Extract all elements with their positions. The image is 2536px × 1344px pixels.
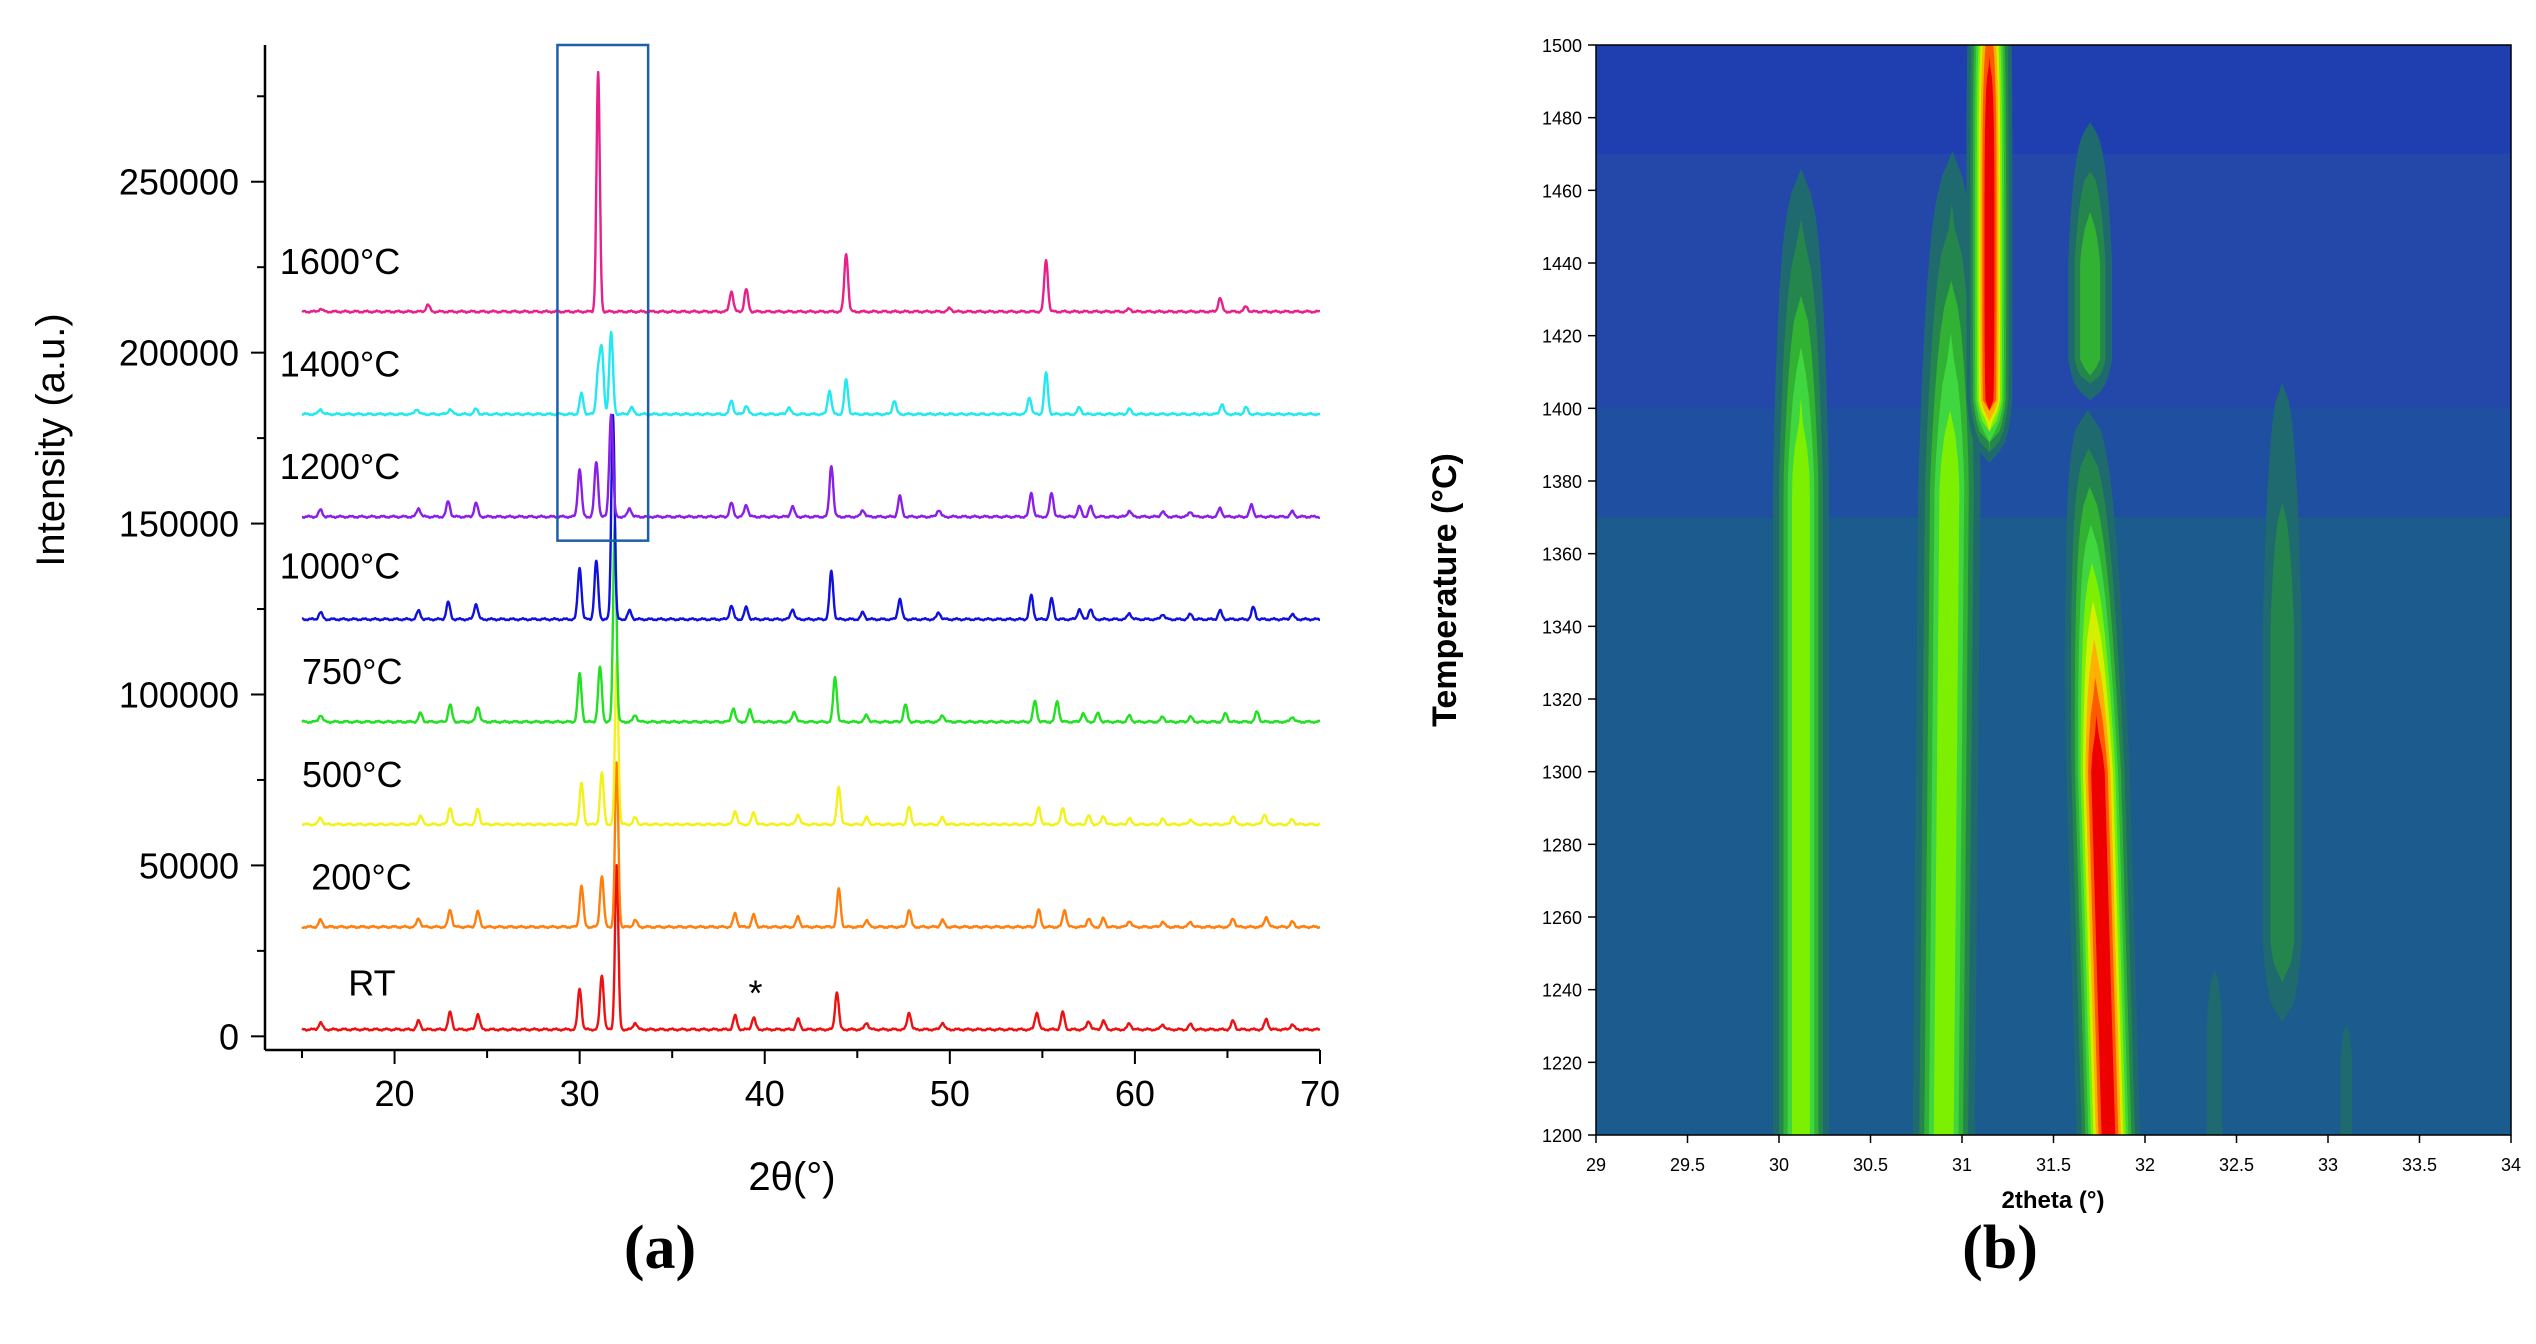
y-tick-label: 1420	[1542, 327, 1582, 347]
series-line	[301, 413, 1320, 622]
series-label: 500°C	[302, 754, 402, 795]
y-tick-label: 150000	[119, 504, 239, 545]
panel-b-chart: 29 29.5 30 30.5 31 31.5 32 32.5 33 33.5 34 1200 122…	[1426, 36, 2521, 1282]
series-label: 1000°C	[280, 545, 400, 586]
y-tick-label: 1260	[1542, 908, 1582, 928]
series-label: 1400°C	[280, 344, 400, 385]
x-tick-label: 33	[2318, 1155, 2338, 1175]
xrd-series-group	[301, 70, 1320, 1032]
x-axis-label: 2theta (°)	[2002, 1187, 2105, 1214]
y-tick-label: 1340	[1542, 617, 1582, 637]
heatmap-plot	[1596, 45, 2511, 1135]
contour-level	[1984, 45, 1995, 463]
annotations: *	[748, 973, 762, 1014]
y-tick-label: 1400	[1542, 399, 1582, 419]
series-line	[301, 864, 1320, 1032]
x-tick-label: 30.5	[1853, 1155, 1888, 1175]
x-axis-label: 2θ(°)	[748, 1155, 835, 1199]
series-label: 200°C	[311, 856, 411, 897]
temperature-band	[1596, 517, 2511, 1135]
series-label: 1200°C	[280, 446, 400, 487]
temperature-band	[1596, 154, 2511, 409]
x-tick-label: 31.5	[2036, 1155, 2071, 1175]
series-line	[301, 413, 1320, 519]
x-tick-label: 50	[930, 1073, 970, 1114]
y-axis-label: Intensity (a.u.)	[29, 313, 73, 566]
series-line	[301, 70, 1320, 314]
series-label: 750°C	[302, 651, 402, 692]
series-line	[301, 522, 1320, 725]
temperature-band	[1596, 408, 2511, 518]
x-tick-label: 30	[560, 1073, 600, 1114]
y-tick-label: 1380	[1542, 472, 1582, 492]
x-tick-label: 31	[1952, 1155, 1972, 1175]
series-labels: RT 200°C 500°C 750°C 1000°C 1200°C 1400°C 1600°…	[280, 241, 412, 1003]
x-tick-group: 29 29.5 30 30.5 31 31.5 32 32.5 33 33.5 34	[1586, 1135, 2521, 1175]
x-tick-label: 29.5	[1670, 1155, 1705, 1175]
x-tick-label: 32	[2135, 1155, 2155, 1175]
x-tick-label: 30	[1769, 1155, 1789, 1175]
x-tick-label: 34	[2501, 1155, 2521, 1175]
contour-level	[1792, 117, 1810, 1135]
y-tick-label: 1480	[1542, 109, 1582, 129]
y-tick-label: 1500	[1542, 36, 1582, 56]
y-tick-group: 1200 1220 1240 1260 1280 1300 1320 1340 1360 1380…	[1542, 36, 1596, 1146]
y-tick-label: 1320	[1542, 690, 1582, 710]
x-tick-label: 60	[1115, 1073, 1155, 1114]
contour-level	[2340, 989, 2353, 1135]
y-tick-label: 1220	[1542, 1053, 1582, 1073]
contour-level	[2206, 917, 2223, 1135]
y-axis-label: Temperature (°C)	[1426, 453, 1464, 727]
y-tick-group: 0 50000 100000 150000 200000 250000	[119, 95, 265, 1057]
peak-annotation: *	[748, 973, 762, 1014]
y-tick-label: 1360	[1542, 545, 1582, 565]
x-tick-group: 20 30 40 50 60 70	[301, 1050, 1340, 1114]
series-line	[301, 659, 1320, 827]
series-line	[301, 330, 1320, 417]
y-tick-label: 1200	[1542, 1126, 1582, 1146]
panel-label-b: (b)	[1962, 1214, 2038, 1282]
x-tick-label: 40	[745, 1073, 785, 1114]
y-tick-label: 1440	[1542, 254, 1582, 274]
contour-level	[2080, 81, 2101, 409]
contour-level	[2270, 263, 2295, 1063]
y-tick-label: 1240	[1542, 981, 1582, 1001]
y-tick-label: 250000	[119, 162, 239, 203]
y-tick-label: 0	[219, 1016, 239, 1057]
y-tick-label: 1300	[1542, 763, 1582, 783]
contour-level	[1933, 99, 1960, 1135]
y-tick-label: 50000	[139, 845, 239, 886]
y-tick-label: 1280	[1542, 835, 1582, 855]
highlight-box	[556, 43, 650, 542]
y-tick-label: 100000	[119, 674, 239, 715]
x-tick-label: 29	[1586, 1155, 1606, 1175]
series-label: 1600°C	[280, 241, 400, 282]
series-label: RT	[348, 962, 395, 1003]
temperature-band	[1596, 45, 2511, 154]
panel-a-chart: RT 200°C 500°C 750°C 1000°C 1200°C 1400°C 1600°…	[29, 43, 1340, 1282]
series-line	[301, 761, 1320, 930]
contour-level	[2086, 372, 2116, 1135]
x-tick-label: 32.5	[2219, 1155, 2254, 1175]
x-tick-label: 33.5	[2402, 1155, 2437, 1175]
x-tick-label: 70	[1300, 1073, 1340, 1114]
x-tick-label: 20	[375, 1073, 415, 1114]
panel-label-a: (a)	[624, 1214, 696, 1282]
y-tick-label: 200000	[119, 333, 239, 374]
y-tick-label: 1460	[1542, 181, 1582, 201]
